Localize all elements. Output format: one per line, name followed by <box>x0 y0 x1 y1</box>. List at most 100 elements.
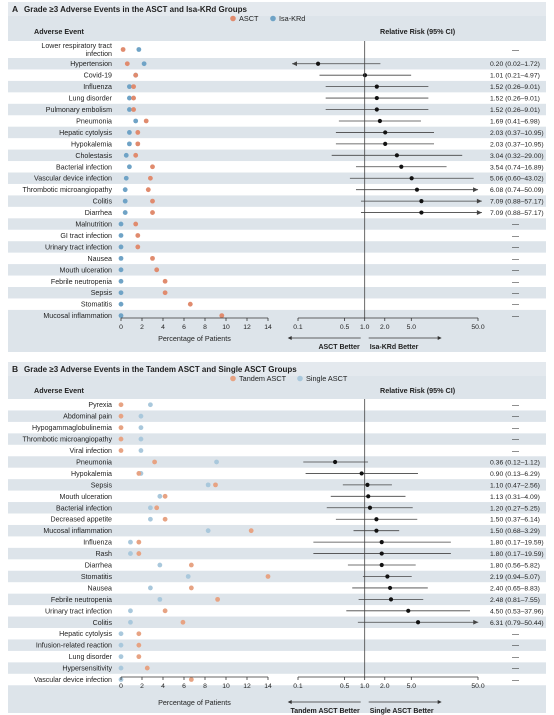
event-label: Diarrhea <box>85 209 112 217</box>
legend-label-2: Single ASCT <box>306 374 348 383</box>
event-label-line: GI tract infection <box>60 232 112 240</box>
point-estimate <box>414 187 420 192</box>
table-row: Hypersensitivity — <box>62 665 519 673</box>
panel-background <box>8 2 546 352</box>
ci-text: 4.50 (0.53–37.96) <box>490 608 544 615</box>
pct-tick-label: 2 <box>140 683 144 690</box>
dot-series-2 <box>118 654 124 660</box>
point-estimate <box>385 574 390 579</box>
dot-series-1 <box>152 459 158 465</box>
row-stripe <box>8 161 546 173</box>
event-label: Lung disorder <box>69 653 113 661</box>
event-label-line: Nausea <box>88 255 113 263</box>
ci-dash: — <box>512 279 519 286</box>
dot-series-2 <box>138 448 144 453</box>
panel-title: Grade ≥3 Adverse Events in the Tandem AS… <box>24 365 297 374</box>
dot-series-2 <box>136 47 142 52</box>
event-label-line: Febrile neutropenia <box>51 596 112 604</box>
point-estimate <box>419 199 424 204</box>
event-label: Nausea <box>88 255 113 263</box>
dot-series-1 <box>150 198 155 204</box>
ci-text: 1.52 (0.26–9.01) <box>490 96 540 103</box>
dot-series-1 <box>131 84 137 90</box>
event-label: Mucosal inflammation <box>43 527 112 535</box>
row-stripe <box>8 444 546 457</box>
table-row: Influenza 1.52 (0.26–9.01) <box>83 83 540 91</box>
event-label: Sepsis <box>91 289 113 297</box>
table-row: Urinary tract infection 4.50 (0.53–37.96) <box>45 607 544 615</box>
event-label-line: Malnutrition <box>75 221 112 229</box>
dot-series-2 <box>126 107 132 112</box>
ci-dash: — <box>512 256 519 263</box>
dot-series-1 <box>118 425 124 431</box>
event-label-line: Nausea <box>88 584 113 592</box>
pct-tick-label: 10 <box>222 683 230 690</box>
dot-series-2 <box>148 516 153 522</box>
point-estimate <box>415 620 421 625</box>
legend-label-1: ASCT <box>239 14 259 23</box>
better-left-arrowhead <box>287 700 292 704</box>
event-label: Bacterial infection <box>56 163 112 171</box>
dot-series-2 <box>126 95 132 101</box>
ci-dash: — <box>512 677 519 684</box>
row-stripe <box>8 467 546 480</box>
rr-tick-label: 0.5 <box>340 683 350 690</box>
ci-text: 1.69 (0.41–6.98) <box>490 118 540 125</box>
event-label-line: Cholestasis <box>75 152 112 160</box>
dot-series-2 <box>126 84 132 90</box>
event-label-line: Sepsis <box>91 481 113 489</box>
dot-series-1 <box>136 539 142 545</box>
event-label-line: Mucosal inflammation <box>43 527 112 535</box>
ci-dash: — <box>512 267 519 274</box>
point-estimate <box>374 84 379 89</box>
ci-arrow-left <box>292 61 297 67</box>
event-label: Stomatitis <box>81 573 113 581</box>
ci-dash: — <box>512 448 519 455</box>
event-label-line: Viral infection <box>70 447 113 455</box>
pct-tick-label: 12 <box>243 324 251 331</box>
ci-text: 1.80 (0.17–19.59) <box>490 551 544 558</box>
dot-series-1 <box>154 505 160 511</box>
table-row: Febrile neutropenia — <box>51 278 519 286</box>
event-label-line: Sepsis <box>91 289 113 297</box>
row-stripe <box>8 69 546 81</box>
point-estimate <box>377 118 382 124</box>
point-estimate <box>394 153 399 158</box>
panel-letter: A <box>12 4 18 14</box>
dot-series-2 <box>157 596 163 602</box>
better-right-arrowhead <box>437 700 442 704</box>
event-label: Malnutrition <box>75 221 112 229</box>
table-row: Stomatitis 2.19 (0.94–5.07) <box>81 573 540 581</box>
dot-series-1 <box>265 574 271 579</box>
event-label: Stomatitis <box>81 301 113 309</box>
event-label: Vascular device infection <box>34 175 112 183</box>
table-row: Hypertension 0.20 (0.02–1.72) <box>70 60 540 68</box>
dot-series-2 <box>118 631 124 637</box>
event-label: Pyrexia <box>88 401 112 409</box>
point-estimate <box>379 540 384 545</box>
row-stripe <box>8 490 546 503</box>
table-row: Sepsis — <box>91 289 519 297</box>
dot-series-1 <box>118 436 124 442</box>
table-row: Colitis 7.09 (0.88–57.17) <box>93 198 544 206</box>
dot-series-1 <box>136 642 142 648</box>
event-label: Hepatic cytolysis <box>59 129 112 137</box>
event-label: Sepsis <box>91 481 113 489</box>
dot-series-2 <box>118 255 124 261</box>
row-stripe <box>8 298 546 310</box>
event-label-line: Lower respiratory tract <box>41 42 112 50</box>
legend-swatch-1 <box>230 375 236 382</box>
ci-dash: — <box>512 402 519 409</box>
ci-text: 1.52 (0.26–9.01) <box>490 84 540 91</box>
point-estimate <box>399 164 404 169</box>
point-estimate <box>333 459 338 465</box>
table-row: Thrombotic microangiopathy 6.08 (0.74–50.… <box>23 186 544 194</box>
table-row: Cholestasis 3.04 (0.32–29.00) <box>75 152 543 160</box>
table-row: Sepsis 1.10 (0.47–2.56) <box>91 481 540 489</box>
event-label: Cholestasis <box>75 152 112 160</box>
ci-dash: — <box>512 313 519 320</box>
legend-label-1: Tandem ASCT <box>239 374 287 383</box>
dot-series-1 <box>118 448 124 453</box>
event-label-line: Influenza <box>83 539 112 547</box>
